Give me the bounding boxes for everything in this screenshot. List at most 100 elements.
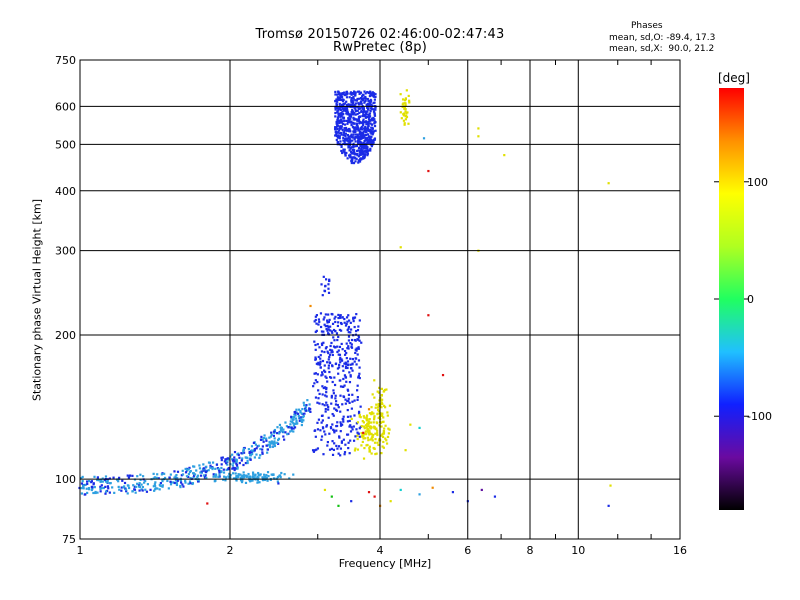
- scatter-point: [179, 479, 182, 482]
- scatter-point: [404, 110, 407, 113]
- scatter-point: [348, 130, 351, 133]
- scatter-point: [144, 479, 147, 483]
- scatter-point: [126, 484, 129, 487]
- scatter-point: [155, 476, 158, 479]
- scatter-point: [313, 382, 316, 385]
- scatter-point: [350, 500, 353, 503]
- scatter-point: [80, 492, 84, 495]
- scatter-point: [339, 115, 342, 118]
- scatter-point: [355, 349, 358, 352]
- scatter-point: [369, 438, 372, 441]
- scatter-point: [269, 435, 272, 438]
- scatter-point: [249, 454, 252, 457]
- scatter-point: [173, 476, 176, 479]
- scatter-point: [346, 347, 349, 350]
- scatter-point: [250, 449, 253, 452]
- scatter-point: [364, 437, 367, 440]
- scatter-point: [199, 474, 203, 477]
- scatter-point: [365, 151, 368, 154]
- scatter-point: [265, 474, 268, 477]
- scatter-point: [359, 91, 363, 94]
- scatter-point: [352, 144, 355, 147]
- scatter-point: [342, 369, 345, 372]
- scatter-point: [80, 487, 83, 490]
- scatter-point: [137, 485, 141, 488]
- scatter-point: [318, 320, 321, 323]
- scatter-point: [346, 157, 349, 160]
- scatter-point: [102, 486, 105, 490]
- scatter-point: [341, 348, 344, 351]
- scatter-point: [158, 483, 161, 487]
- scatter-point: [292, 422, 295, 425]
- scatter-point: [257, 471, 260, 475]
- scatter-point: [337, 134, 340, 137]
- scatter-point: [366, 154, 369, 157]
- scatter-point: [347, 319, 351, 322]
- scatter-point: [351, 357, 354, 361]
- scatter-point: [320, 374, 323, 377]
- x-tick-label: 8: [527, 544, 534, 557]
- scatter-point: [367, 135, 370, 138]
- scatter-point: [266, 448, 269, 451]
- scatter-point: [379, 402, 382, 406]
- scatter-point: [268, 444, 271, 447]
- scatter-point: [354, 351, 357, 355]
- scatter-point: [127, 476, 130, 479]
- y-tick-label: 300: [55, 245, 76, 258]
- scatter-point: [348, 142, 351, 145]
- scatter-point: [342, 148, 345, 151]
- scatter-point: [173, 470, 176, 473]
- scatter-point: [364, 142, 367, 145]
- scatter-point: [158, 488, 161, 491]
- scatter-point: [360, 432, 363, 435]
- scatter-point: [257, 476, 260, 479]
- scatter-point: [350, 99, 353, 102]
- scatter-point: [180, 481, 183, 484]
- scatter-point: [327, 408, 330, 411]
- scatter-point: [220, 463, 223, 466]
- scatter-point: [342, 102, 346, 105]
- scatter-point: [342, 136, 345, 140]
- scatter-point: [337, 372, 340, 375]
- scatter-point: [338, 113, 341, 116]
- scatter-point: [321, 419, 324, 422]
- scatter-point: [352, 133, 355, 136]
- scatter-point: [220, 458, 223, 462]
- scatter-point: [316, 380, 319, 384]
- scatter-point: [344, 132, 348, 135]
- scatter-point: [404, 108, 407, 111]
- scatter-point: [388, 404, 392, 407]
- scatter-point: [237, 453, 240, 457]
- scatter-point: [92, 491, 95, 495]
- scatter-point: [381, 445, 384, 448]
- scatter-point: [372, 421, 375, 424]
- scatter-point: [344, 366, 348, 370]
- scatter-point: [372, 101, 375, 105]
- scatter-point: [322, 427, 325, 430]
- scatter-point: [349, 363, 352, 366]
- scatter-point: [330, 351, 333, 354]
- scatter-point: [366, 97, 369, 101]
- scatter-point: [337, 452, 340, 455]
- scatter-point: [345, 357, 348, 360]
- scatter-point: [356, 437, 359, 441]
- scatter-point: [368, 430, 371, 433]
- scatter-point: [293, 416, 296, 419]
- scatter-point: [358, 90, 361, 93]
- scatter-point: [192, 474, 196, 477]
- scatter-point: [376, 433, 379, 437]
- scatter-point: [231, 453, 234, 456]
- scatter-point: [321, 393, 324, 396]
- scatter-point: [140, 488, 143, 491]
- scatter-point: [431, 486, 434, 489]
- scatter-point: [154, 488, 157, 491]
- scatter-point: [338, 353, 342, 356]
- scatter-point: [367, 432, 370, 435]
- scatter-point: [345, 119, 348, 122]
- scatter-point: [383, 427, 386, 430]
- scatter-point: [344, 376, 348, 379]
- scatter-point: [330, 394, 333, 398]
- scatter-point: [343, 108, 346, 111]
- scatter-point: [360, 109, 363, 112]
- scatter-point: [333, 339, 336, 342]
